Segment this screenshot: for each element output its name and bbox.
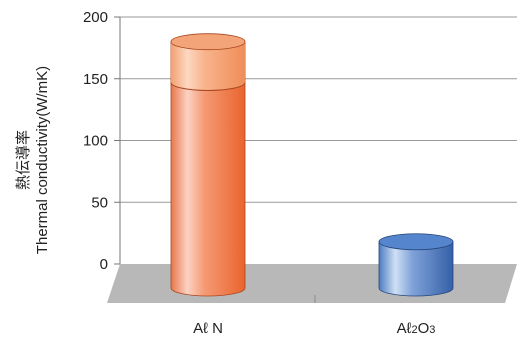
category-label-aln: Aℓ N [193, 320, 223, 337]
bar-al2o3-top [378, 233, 454, 251]
y-axis-label-ja: 熱伝導率 [15, 130, 32, 190]
y-tick-label: 200 [83, 9, 108, 26]
y-tick-labels: 0 50 100 150 200 [83, 9, 108, 273]
y-tick-label: 50 [91, 194, 108, 211]
bars [170, 33, 454, 297]
chart-floor [107, 264, 517, 303]
bar-aln-body [170, 41, 246, 297]
y-axis-label: Thermal conductivity(W/mK) [34, 66, 51, 254]
bar-aln-band-edge [170, 82, 246, 91]
y-tick-label: 0 [100, 256, 108, 273]
category-label-al2o3: Aℓ2O3 [397, 320, 436, 337]
y-tick-label: 100 [83, 133, 108, 150]
bar-aln-upper-band [171, 41, 245, 91]
bar-aln-top [170, 33, 246, 51]
bar-al2o3 [378, 233, 454, 297]
bar-aln [170, 33, 246, 297]
bar-al2o3-body [378, 241, 454, 297]
y-tick-label: 150 [83, 71, 108, 88]
